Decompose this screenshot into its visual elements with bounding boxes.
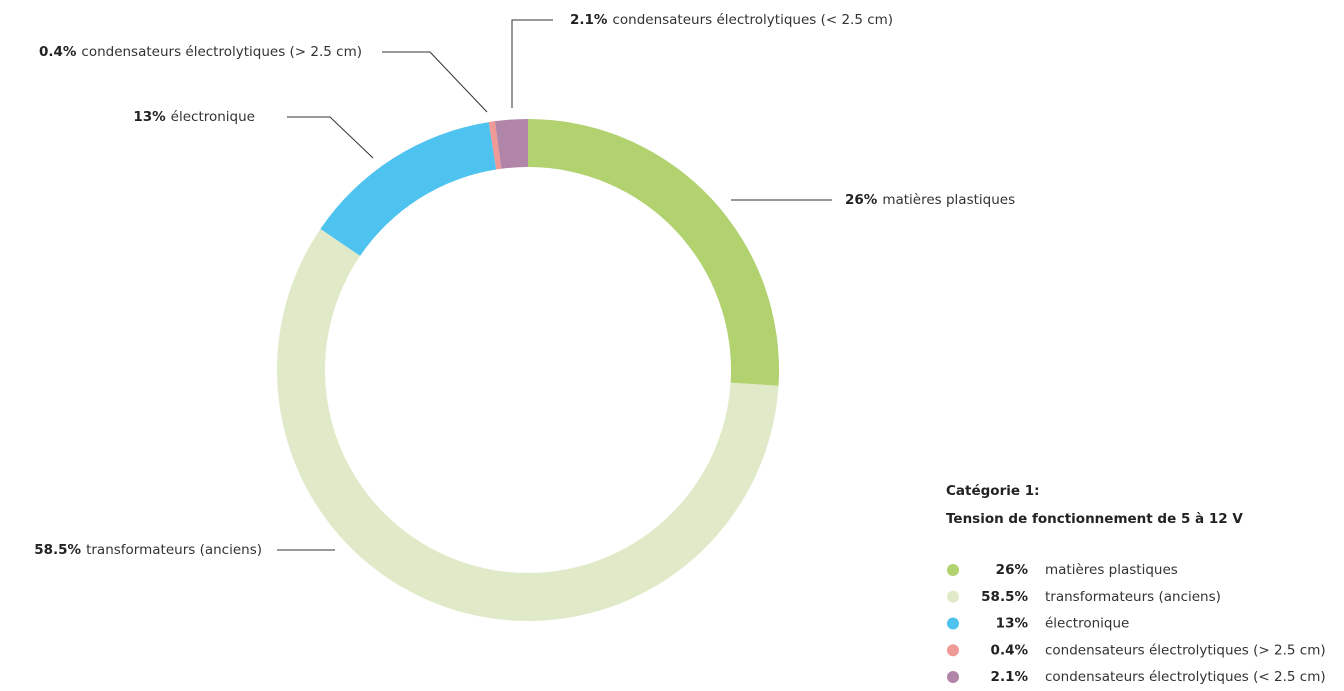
legend-label: condensateurs électrolytiques (> 2.5 cm) (1045, 642, 1326, 658)
slice-value: 26% (845, 192, 878, 208)
legend-label: matières plastiques (1045, 562, 1178, 578)
donut-slice (277, 228, 779, 622)
legend-value: 58.5% (981, 589, 1028, 605)
slice-label: 2.1% condensateurs électrolytiques (< 2.5… (570, 12, 893, 28)
slice-name: électronique (171, 109, 255, 125)
legend-swatch (947, 564, 959, 576)
donut-slice (488, 121, 502, 170)
legend-value: 2.1% (991, 669, 1029, 685)
legend-label: transformateurs (anciens) (1045, 589, 1221, 605)
slice-label: 58.5% transformateurs (anciens) (34, 542, 262, 558)
legend-swatch (947, 644, 959, 657)
legend-swatch (947, 590, 959, 603)
donut-slice (320, 122, 497, 256)
slice-value: 58.5% (34, 542, 81, 558)
slice-name: condensateurs électrolytiques (> 2.5 cm) (81, 44, 362, 60)
donut-slice (494, 119, 528, 169)
legend-title: Catégorie 1: (946, 483, 1040, 499)
slice-value: 2.1% (570, 12, 608, 28)
slice-name: condensateurs électrolytiques (< 2.5 cm) (612, 12, 893, 28)
slice-label: 13% électronique (133, 109, 255, 125)
slice-label: 26% matières plastiques (845, 192, 1015, 208)
legend-value: 26% (996, 562, 1029, 578)
legend-label: condensateurs électrolytiques (< 2.5 cm) (1045, 669, 1326, 685)
legend-value: 13% (996, 616, 1029, 632)
donut-slice (528, 119, 779, 386)
legend-swatch (947, 617, 959, 630)
leader-line (287, 116, 374, 159)
slice-name: transformateurs (anciens) (86, 542, 262, 558)
legend-label: électronique (1045, 616, 1129, 632)
legend-title: Tension de fonctionnement de 5 à 12 V (946, 511, 1243, 527)
slice-label: 0.4% condensateurs électrolytiques (> 2.5… (39, 44, 362, 60)
legend-value: 0.4% (991, 642, 1029, 658)
leader-line (511, 19, 553, 108)
legend-swatch (947, 671, 959, 683)
slice-name: matières plastiques (882, 192, 1015, 208)
slice-value: 13% (133, 109, 166, 125)
leader-line (382, 51, 488, 113)
slice-value: 0.4% (39, 44, 77, 60)
